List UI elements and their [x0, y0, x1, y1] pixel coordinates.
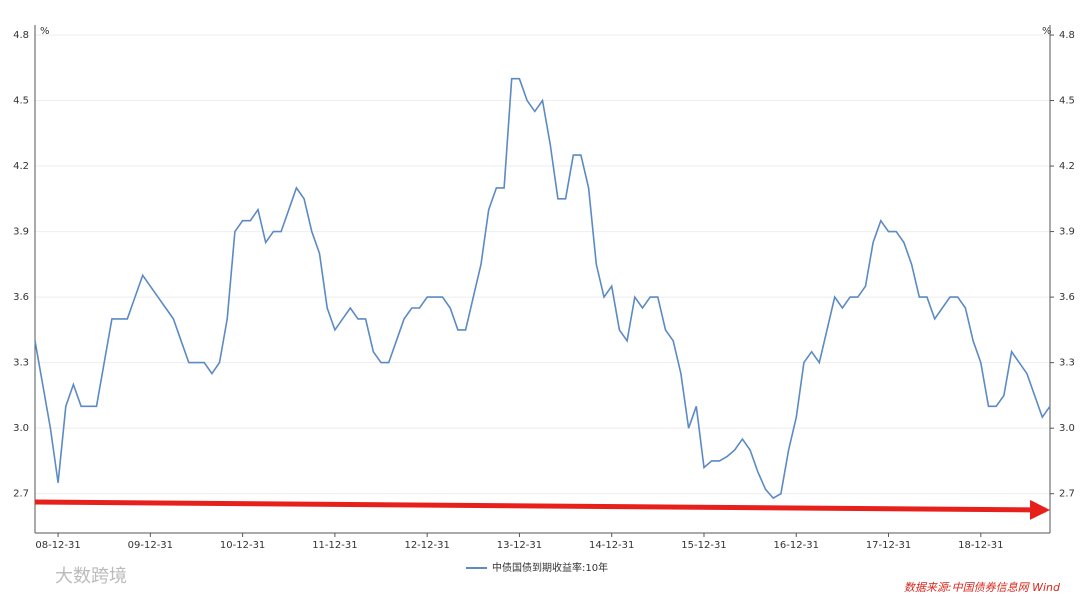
source: 数据来源:中国债券信息网 Wind [904, 581, 1061, 594]
y-tick-label: 3.3 [13, 358, 29, 369]
y2-tick-label: 3.3 [1059, 358, 1075, 369]
y-tick-label: 4.2 [13, 161, 29, 172]
y-unit: % [40, 26, 50, 37]
y-tick-label: 4.5 [13, 96, 29, 107]
trend-arrow [34, 499, 1050, 520]
y-tick-label: 3.9 [13, 227, 29, 238]
x-tick-label: 12-12-31 [404, 540, 449, 551]
x-tick-label: 14-12-31 [589, 540, 634, 551]
x-tick-label: 18-12-31 [958, 540, 1003, 551]
y2-tick-label: 4.5 [1059, 96, 1075, 107]
y-tick-label: 3.6 [13, 292, 29, 303]
x-tick-label: 11-12-31 [312, 540, 357, 551]
y-tick-label: 2.7 [13, 489, 29, 500]
y2-tick-label: 3.9 [1059, 227, 1075, 238]
x-tick-label: 08-12-31 [35, 540, 80, 551]
y2-tick-label: 4.8 [1059, 30, 1075, 41]
legend-label: 中债国债到期收益率:10年 [492, 561, 608, 574]
x-tick-label: 16-12-31 [774, 540, 819, 551]
y2-unit: % [1042, 26, 1052, 37]
y2-tick-label: 3.0 [1059, 423, 1075, 434]
x-tick-label: 10-12-31 [220, 540, 265, 551]
y2-tick-label: 4.2 [1059, 161, 1075, 172]
y-tick-label: 3.0 [13, 423, 29, 434]
x-tick-label: 17-12-31 [866, 540, 911, 551]
x-tick-label: 15-12-31 [681, 540, 726, 551]
x-tick-label: 13-12-31 [497, 540, 542, 551]
series-line [34, 77, 1051, 500]
y2-tick-label: 3.6 [1059, 292, 1075, 303]
watermark: 大数跨境 [55, 566, 127, 587]
x-tick-label: 09-12-31 [128, 540, 173, 551]
y2-tick-label: 2.7 [1059, 489, 1075, 500]
y-tick-label: 4.8 [13, 30, 29, 41]
